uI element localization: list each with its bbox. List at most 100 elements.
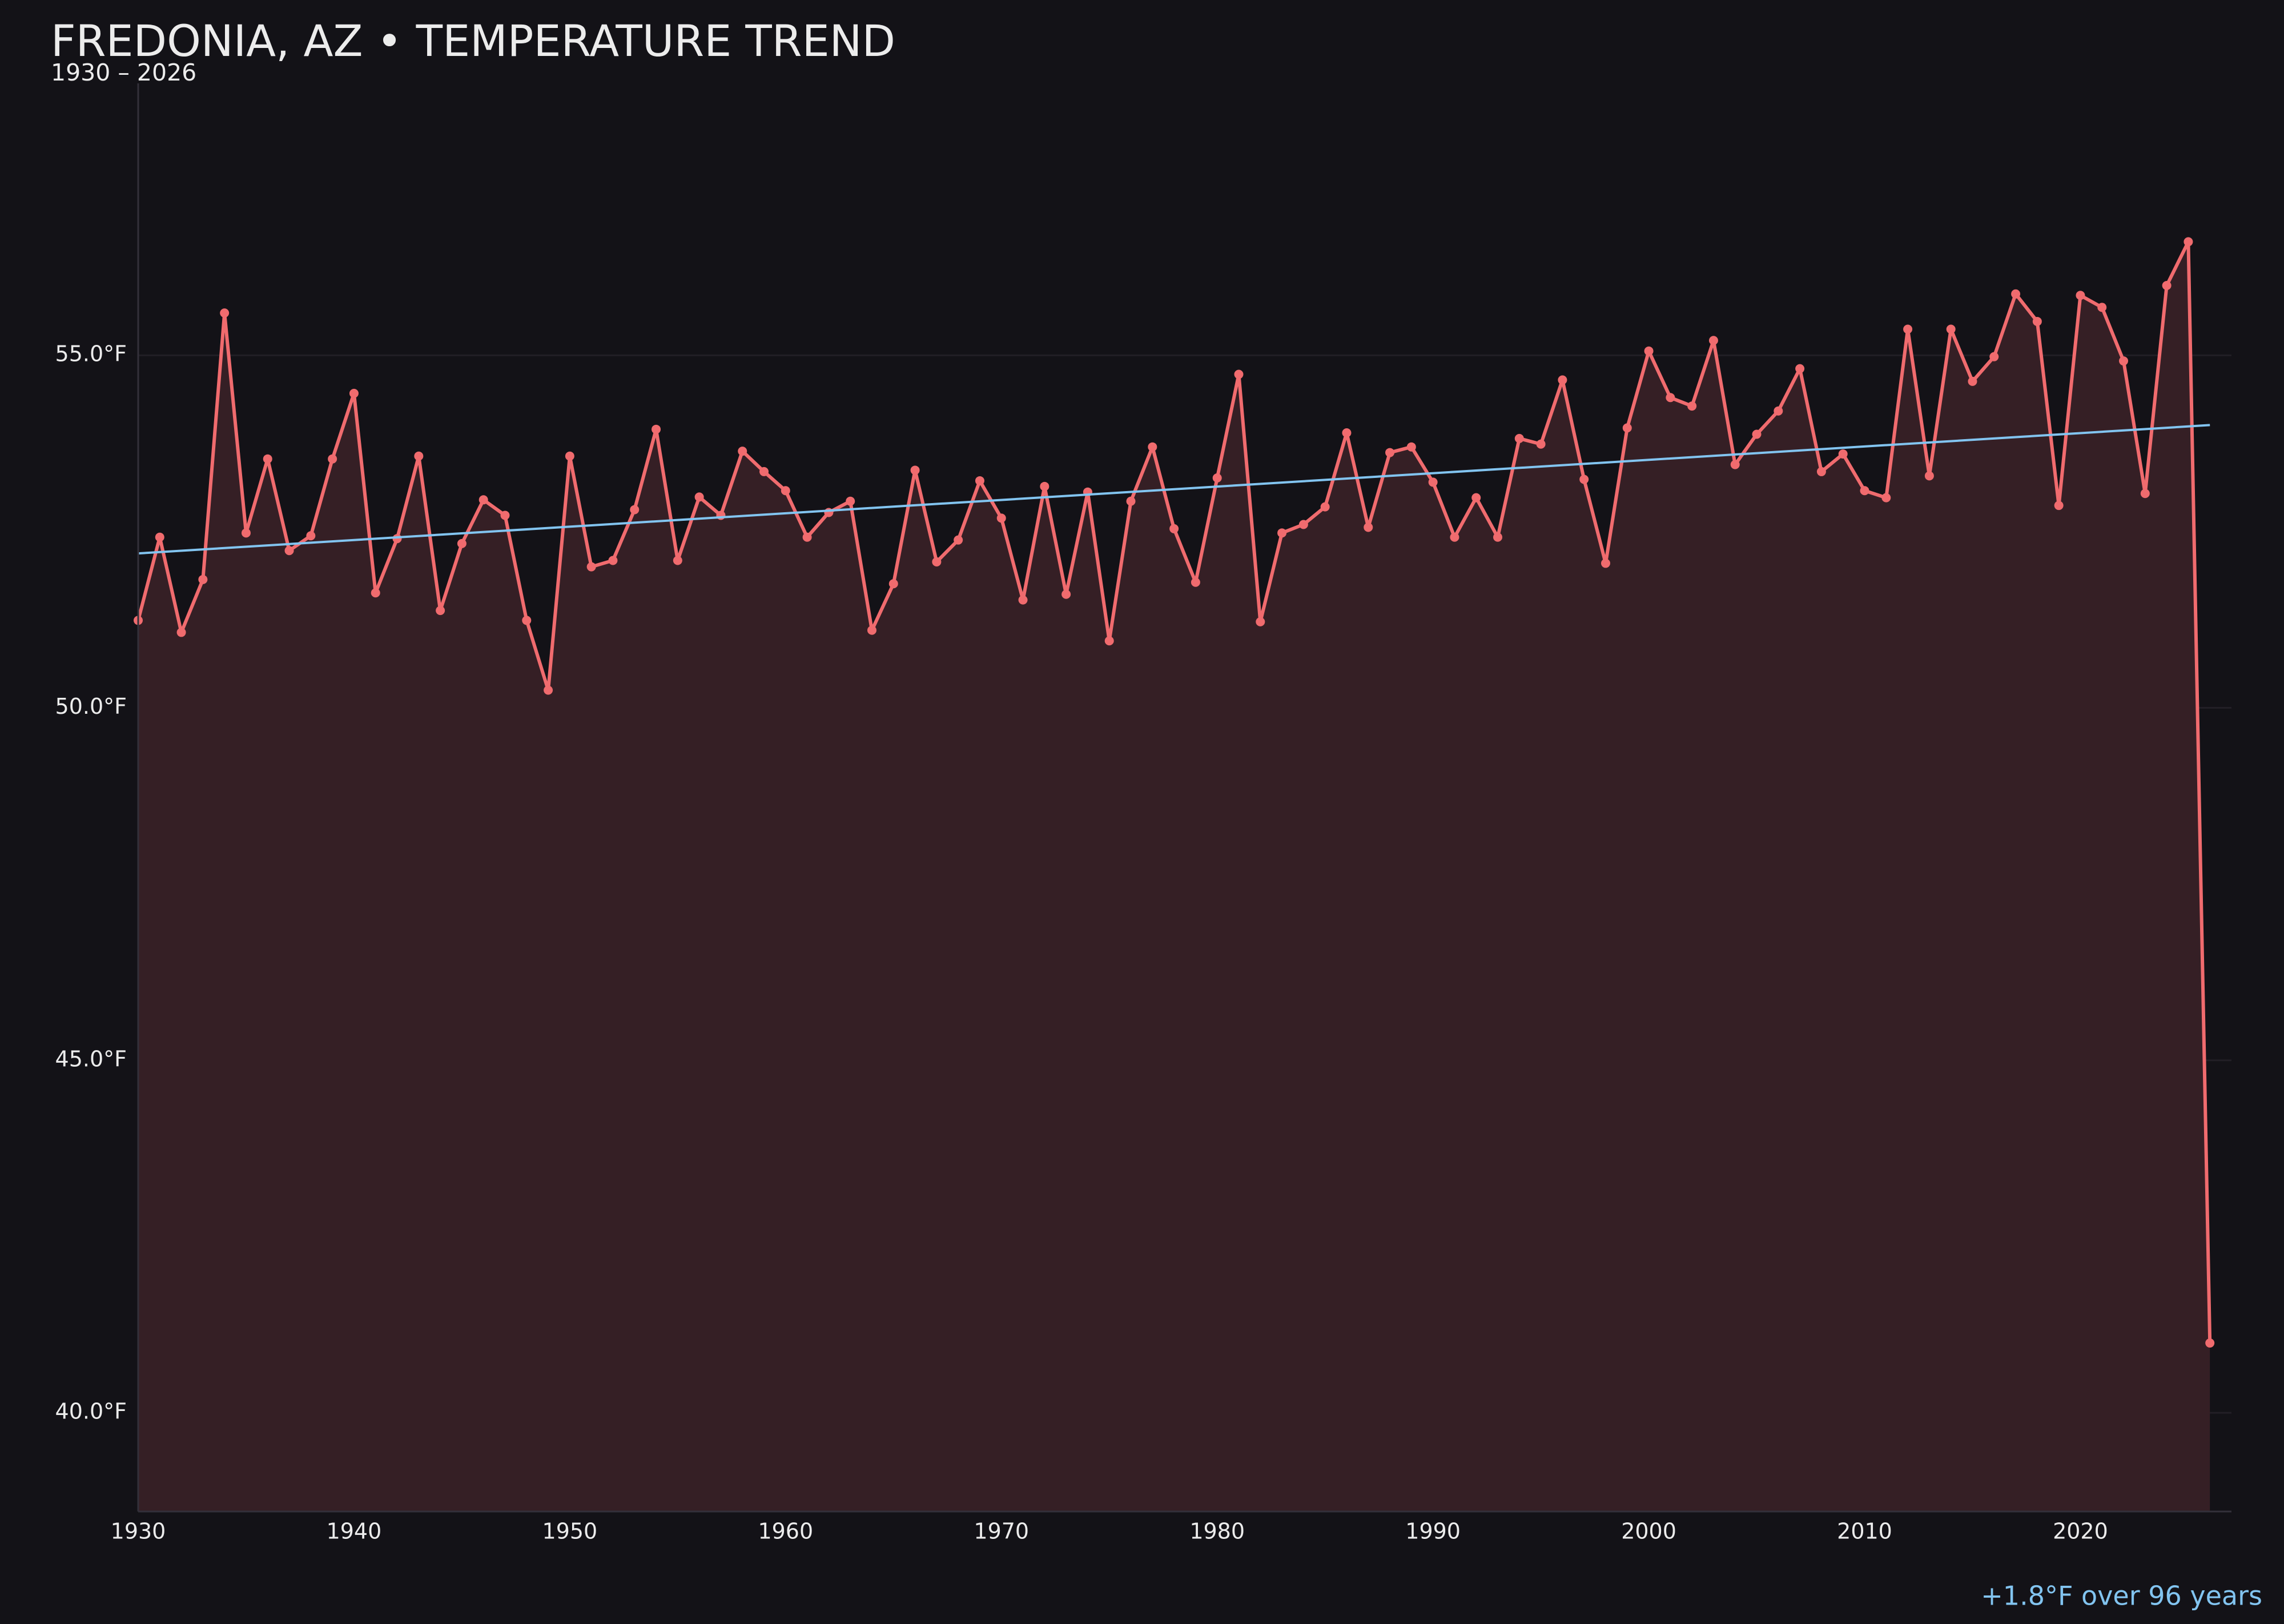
data-point	[198, 574, 208, 584]
data-point	[1558, 375, 1567, 385]
data-point	[1687, 401, 1697, 411]
data-point	[1256, 617, 1265, 626]
data-point	[996, 513, 1006, 523]
data-point	[1277, 528, 1287, 538]
data-point	[1018, 595, 1028, 605]
data-point	[284, 546, 294, 556]
data-point	[1061, 589, 1071, 599]
data-point	[910, 465, 920, 475]
data-point	[1989, 352, 1999, 361]
data-point	[1903, 324, 1913, 334]
data-point	[2140, 489, 2150, 499]
trend-annotation: +1.8°F over 96 years	[1981, 1581, 2262, 1611]
data-point	[1169, 524, 1179, 533]
data-point	[1040, 481, 1049, 491]
x-tick-label: 1970	[974, 1519, 1029, 1544]
data-point	[349, 388, 359, 398]
data-point	[1493, 532, 1503, 542]
data-point	[1191, 577, 1200, 587]
data-point	[1752, 429, 1762, 439]
data-point	[1471, 493, 1481, 503]
data-point	[888, 579, 898, 589]
y-tick-label: 55.0°F	[55, 341, 127, 367]
data-point	[2184, 237, 2193, 247]
chart-title: FREDONIA, AZ • TEMPERATURE TREND	[51, 15, 895, 66]
data-point	[1730, 460, 1740, 469]
data-point	[436, 606, 445, 616]
area	[138, 242, 2210, 1512]
data-point	[1364, 522, 1373, 532]
data-point	[1601, 558, 1610, 568]
data-point	[1212, 473, 1222, 483]
data-point	[2205, 1338, 2215, 1348]
data-point	[155, 532, 164, 542]
data-point	[522, 616, 532, 625]
data-point	[1838, 449, 1848, 459]
data-point	[1126, 496, 1136, 506]
data-point	[1860, 486, 1869, 496]
x-tick-label: 1950	[542, 1519, 598, 1544]
x-tick-label: 1960	[758, 1519, 813, 1544]
data-point	[932, 557, 942, 566]
data-point	[781, 486, 790, 496]
data-point	[565, 451, 574, 461]
data-point	[1536, 439, 1546, 449]
data-point	[1816, 467, 1826, 476]
data-point	[1450, 532, 1459, 542]
data-point	[306, 531, 316, 541]
y-tick-label: 40.0°F	[55, 1399, 127, 1424]
data-point	[176, 628, 186, 637]
data-point	[673, 556, 682, 565]
data-point	[694, 492, 704, 502]
data-point	[1924, 471, 1934, 481]
data-point	[2162, 280, 2172, 290]
data-point	[1514, 433, 1524, 443]
x-tick-label: 1990	[1405, 1519, 1461, 1544]
data-point	[1406, 442, 1416, 452]
data-point	[1320, 502, 1330, 512]
trend-line	[138, 424, 2210, 555]
data-point	[1946, 324, 1956, 334]
data-point	[457, 538, 467, 548]
data-point	[500, 510, 510, 520]
y-tick-label: 45.0°F	[55, 1046, 127, 1071]
data-point	[220, 308, 230, 318]
data-point	[414, 451, 424, 461]
data-point	[1774, 406, 1783, 416]
y-tick-label: 50.0°F	[55, 694, 127, 719]
data-point	[1622, 423, 1632, 433]
data-point	[2032, 316, 2042, 326]
data-point	[263, 454, 272, 464]
x-tick-label: 1930	[111, 1519, 166, 1544]
data-point	[1385, 448, 1395, 457]
data-point	[586, 562, 596, 572]
data-point	[1234, 369, 1244, 379]
data-point	[1881, 493, 1891, 503]
data-point	[1428, 477, 1438, 487]
x-tick-label: 2020	[2053, 1519, 2108, 1544]
data-point	[1644, 346, 1654, 356]
data-point	[241, 528, 251, 538]
x-tick-label: 1980	[1189, 1519, 1245, 1544]
data-point	[738, 447, 747, 456]
data-point	[608, 556, 618, 565]
data-point	[759, 467, 769, 476]
data-point	[652, 424, 661, 434]
data-point	[975, 476, 984, 485]
data-point	[1342, 428, 1352, 438]
data-point	[328, 454, 337, 464]
data-point	[1968, 376, 1977, 386]
x-tick-label: 1940	[327, 1519, 382, 1544]
data-point	[544, 685, 553, 695]
data-point	[1298, 520, 1308, 529]
data-point	[1104, 636, 1114, 646]
data-point	[2076, 291, 2085, 300]
chart-subtitle: 1930 – 2026	[51, 59, 196, 86]
data-point	[371, 588, 380, 598]
data-point	[954, 535, 963, 545]
data-point	[846, 496, 855, 506]
data-point	[1708, 336, 1718, 345]
data-point	[867, 625, 876, 635]
data-point	[1148, 442, 1157, 452]
